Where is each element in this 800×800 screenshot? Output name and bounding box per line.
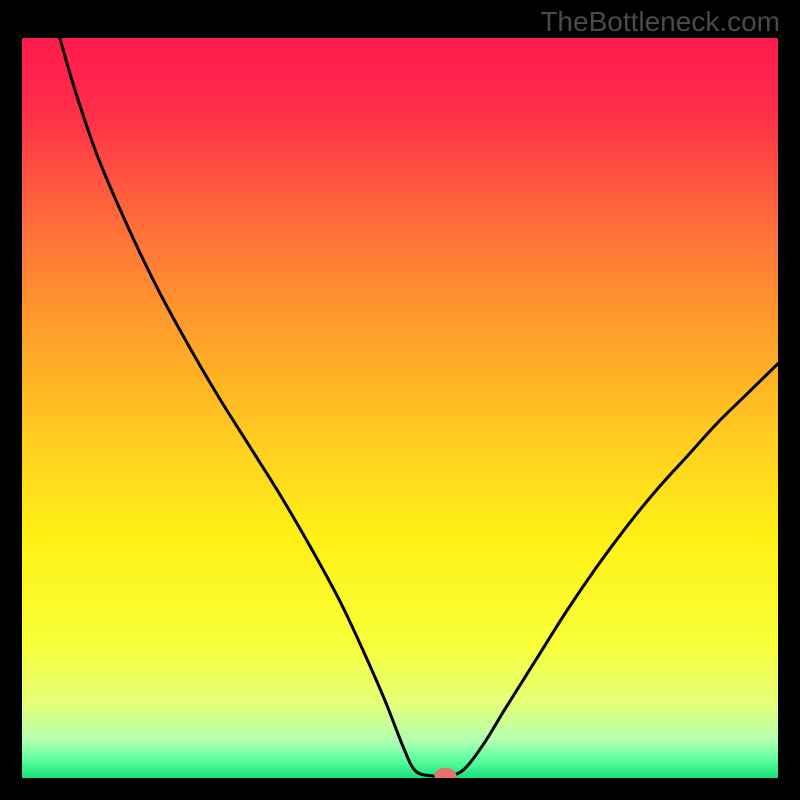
plot-area bbox=[22, 38, 778, 778]
plot-svg bbox=[22, 38, 778, 778]
watermark-text: TheBottleneck.com bbox=[540, 6, 780, 38]
gradient-background bbox=[22, 38, 778, 778]
chart-frame: TheBottleneck.com bbox=[0, 0, 800, 800]
